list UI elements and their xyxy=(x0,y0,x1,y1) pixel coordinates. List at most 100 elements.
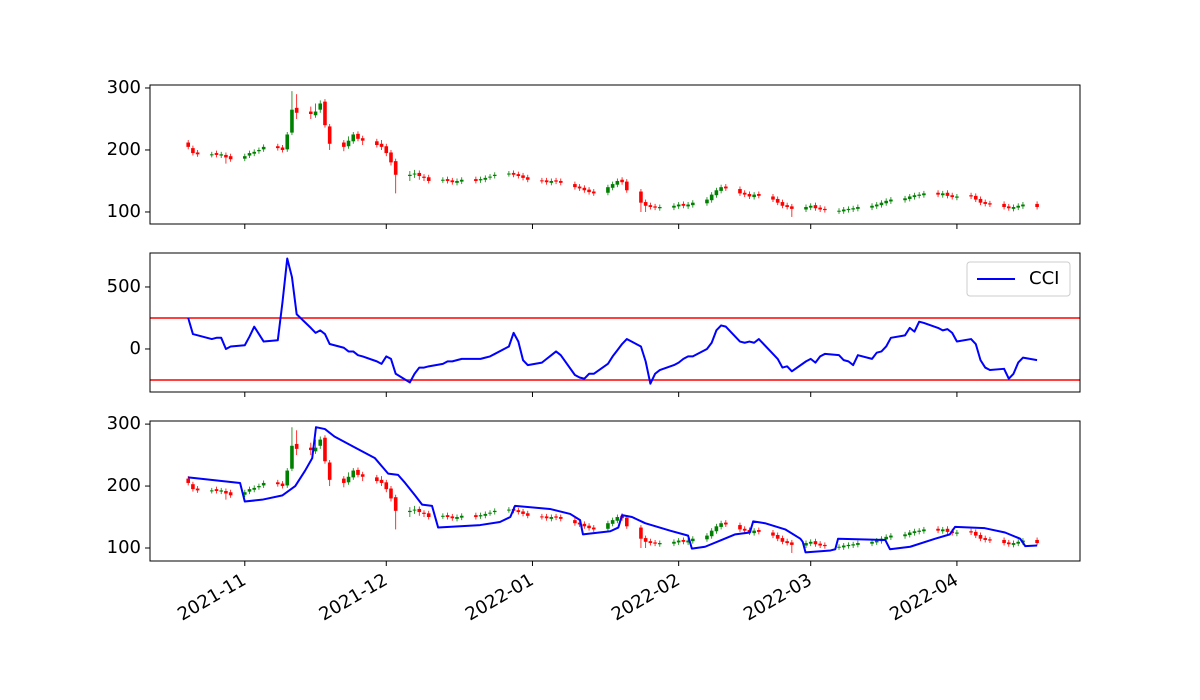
candle-body xyxy=(884,200,888,204)
candle-body xyxy=(214,489,219,491)
candle-body xyxy=(389,152,393,163)
candle-body xyxy=(870,541,874,544)
candle-body xyxy=(856,543,860,545)
candle-body xyxy=(554,516,558,518)
axes-frame xyxy=(149,84,1081,225)
candle-body xyxy=(653,542,657,544)
candle-body xyxy=(540,516,544,518)
candle-body xyxy=(474,515,478,518)
candle-body xyxy=(903,534,907,537)
candle-body xyxy=(356,469,360,475)
candle-body xyxy=(686,540,690,543)
y-tick-label: 500 xyxy=(107,276,141,297)
candle-body xyxy=(342,478,346,483)
candle-body xyxy=(290,445,294,469)
candle-body xyxy=(907,196,912,199)
candle-body xyxy=(752,530,756,534)
candle-body xyxy=(323,101,327,126)
candle-body xyxy=(285,134,290,150)
candle-body xyxy=(808,205,813,208)
candle-body xyxy=(969,531,973,533)
y-tick-label: 200 xyxy=(107,139,141,160)
candle-body xyxy=(214,153,219,155)
candle-body xyxy=(351,134,356,142)
candle-body xyxy=(417,508,422,513)
candle-body xyxy=(775,198,780,203)
candle-body xyxy=(813,541,818,545)
candle-body xyxy=(785,205,789,208)
candle-body xyxy=(936,528,940,531)
candle-body xyxy=(327,126,332,144)
candle-body xyxy=(591,191,596,194)
candle-body xyxy=(488,512,492,514)
candle-body xyxy=(191,484,195,490)
x-tick-label: 2022-02 xyxy=(608,569,684,625)
candle-body xyxy=(691,202,695,206)
candle-body xyxy=(544,180,549,183)
candle-body xyxy=(186,478,190,483)
candle-body xyxy=(823,544,827,547)
candle-body xyxy=(351,470,356,478)
candle-body xyxy=(643,202,648,206)
candle-body xyxy=(549,517,554,519)
candle-body xyxy=(1016,541,1021,544)
candle-body xyxy=(1002,539,1006,544)
candle-body xyxy=(742,192,747,195)
candle-body xyxy=(544,516,549,519)
candle-body xyxy=(384,146,389,154)
candle-body xyxy=(573,520,577,524)
candle-body xyxy=(346,140,351,147)
candle-body xyxy=(318,439,323,446)
candle-body xyxy=(917,530,921,532)
candle-body xyxy=(1021,204,1025,207)
candle-body xyxy=(724,186,728,189)
candle-body xyxy=(912,195,917,198)
candle-body xyxy=(294,443,299,449)
candle-body xyxy=(648,205,653,208)
candle-body xyxy=(705,535,709,540)
candle-body xyxy=(790,542,794,545)
candle-body xyxy=(591,527,596,530)
candle-body xyxy=(922,529,926,532)
candle-body xyxy=(903,198,907,201)
candle-body xyxy=(459,179,464,182)
candle-body xyxy=(804,207,808,210)
candle-body xyxy=(474,179,478,181)
candle-body xyxy=(445,515,450,518)
candle-body xyxy=(422,176,426,178)
candle-body xyxy=(874,204,879,207)
candle-body xyxy=(290,109,294,133)
candle-body xyxy=(610,184,615,188)
candle-body xyxy=(257,149,261,152)
candle-body xyxy=(228,156,233,160)
candle-body xyxy=(393,497,398,511)
candle-body xyxy=(577,522,582,525)
candle-body xyxy=(587,189,591,193)
candle-body xyxy=(261,146,266,150)
candle-body xyxy=(775,534,780,539)
candle-body xyxy=(422,512,426,514)
candle-body xyxy=(686,204,690,207)
candle-body xyxy=(738,525,742,530)
candle-body xyxy=(940,529,945,532)
candle-body xyxy=(983,538,988,540)
candle-body xyxy=(714,526,719,532)
candle-body xyxy=(558,180,563,183)
candle-body xyxy=(549,180,554,183)
candle-body xyxy=(276,482,280,485)
candle-body xyxy=(313,447,318,452)
candle-body xyxy=(587,525,591,529)
axes-frame xyxy=(149,252,1081,393)
candle-body xyxy=(1006,206,1011,209)
candle-body xyxy=(1035,539,1039,544)
candle-body xyxy=(252,487,257,490)
candle-body xyxy=(624,181,629,191)
candle-body xyxy=(441,179,445,181)
candle-body xyxy=(478,179,483,181)
candle-body xyxy=(309,111,313,115)
candle-body xyxy=(988,539,992,541)
x-tick-label: 2021-12 xyxy=(316,569,392,625)
candle-body xyxy=(412,173,417,175)
x-tick-label: 2022-01 xyxy=(462,569,538,625)
